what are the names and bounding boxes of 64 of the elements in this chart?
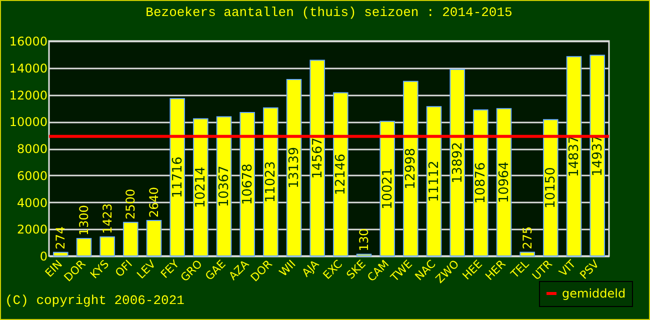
y-tick-label: 16000 bbox=[9, 34, 48, 48]
x-tick-label: AJA bbox=[300, 257, 322, 280]
x-tick-label: UTR bbox=[530, 257, 556, 283]
legend-label: gemiddeld bbox=[562, 286, 626, 300]
bar bbox=[520, 252, 535, 256]
bar bbox=[450, 68, 465, 256]
data-label: 14937 bbox=[590, 134, 606, 176]
y-tick-label: 10000 bbox=[9, 115, 48, 130]
bar bbox=[403, 80, 418, 256]
data-label: 12998 bbox=[404, 148, 419, 190]
bar bbox=[100, 236, 115, 256]
data-label: 275 bbox=[520, 226, 534, 250]
bar bbox=[310, 60, 325, 256]
bar bbox=[76, 238, 92, 256]
data-label: 14837 bbox=[567, 136, 582, 177]
data-label: 14567 bbox=[310, 137, 326, 179]
y-tick-label: 2000 bbox=[16, 222, 48, 237]
bar bbox=[53, 252, 68, 256]
x-tick-label: OFI bbox=[112, 258, 135, 280]
data-label: 130 bbox=[357, 228, 371, 252]
bar bbox=[333, 92, 348, 256]
data-label: 10214 bbox=[194, 166, 209, 208]
bar bbox=[170, 98, 185, 256]
data-label: 10964 bbox=[497, 162, 512, 204]
data-label: 2500 bbox=[124, 188, 138, 220]
x-tick-label: WII bbox=[276, 258, 298, 280]
bar bbox=[543, 119, 558, 256]
bar bbox=[240, 112, 255, 256]
data-label: 11716 bbox=[170, 156, 186, 198]
text: (C) copyright 2006-2021 bbox=[5, 293, 184, 308]
x-tick-label: KYS bbox=[88, 258, 112, 282]
y-tick-label: 0 bbox=[40, 250, 48, 264]
bar bbox=[123, 222, 138, 256]
y-tick-label: 12000 bbox=[9, 88, 48, 102]
data-label: 13892 bbox=[450, 142, 466, 184]
data-label: 10367 bbox=[217, 166, 232, 208]
data-label: 13139 bbox=[287, 147, 302, 188]
data-label: 2640 bbox=[147, 186, 161, 218]
bar bbox=[286, 78, 302, 256]
data-label: 12146 bbox=[334, 154, 349, 196]
data-label: 10021 bbox=[380, 168, 396, 210]
bar bbox=[426, 106, 442, 256]
data-label: 1300 bbox=[77, 204, 91, 236]
data-label: 10150 bbox=[544, 167, 559, 208]
bar bbox=[590, 54, 605, 256]
bar bbox=[473, 109, 488, 256]
y-tick-label: 6000 bbox=[16, 168, 48, 183]
data-label: 1423 bbox=[100, 203, 114, 234]
bar bbox=[193, 118, 208, 256]
data-label: 10678 bbox=[240, 164, 256, 205]
bar bbox=[566, 56, 582, 256]
y-tick-label: 8000 bbox=[16, 142, 48, 156]
data-label: 11023 bbox=[264, 161, 279, 203]
y-tick-label: 4000 bbox=[16, 196, 48, 210]
x-tick-label: VIT bbox=[556, 257, 578, 280]
y-tick-label: 14000 bbox=[9, 61, 48, 76]
bar bbox=[146, 220, 162, 256]
chart-title: Bezoekers aantallen (thuis) seizoen : 2014-2015 bbox=[146, 5, 512, 20]
data-label: 274 bbox=[54, 226, 68, 250]
bar bbox=[380, 120, 395, 256]
data-label: 11112 bbox=[427, 160, 442, 202]
data-label: 10876 bbox=[474, 162, 489, 204]
x-tick-label: TEL bbox=[508, 256, 532, 282]
bar bbox=[263, 107, 278, 256]
